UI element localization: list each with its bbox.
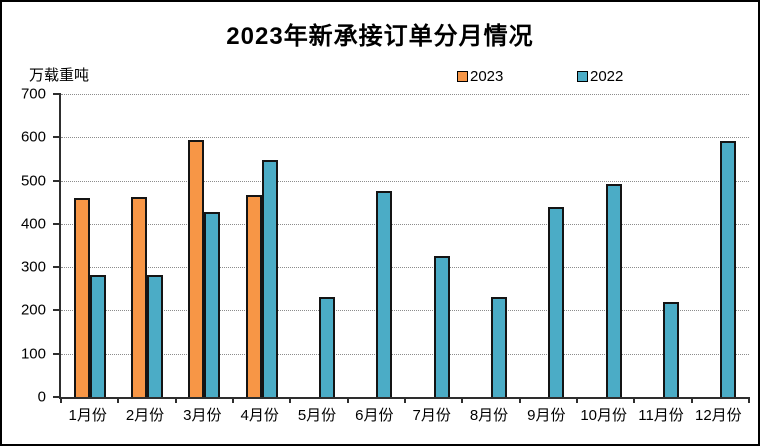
y-tick-0 bbox=[53, 396, 61, 398]
x-tick-label-4月份: 4月份 bbox=[240, 407, 279, 424]
x-tick-label-3月份: 3月份 bbox=[183, 407, 222, 424]
x-tick-7 bbox=[461, 397, 464, 403]
y-tick-label-300: 300 bbox=[20, 258, 46, 276]
bar-2022-10月份 bbox=[605, 184, 622, 397]
x-tick-label-12月份: 12月份 bbox=[694, 407, 742, 424]
x-tick-3 bbox=[232, 397, 234, 403]
y-tick-300 bbox=[53, 266, 61, 269]
plot-area bbox=[53, 93, 750, 403]
x-tick-label-2月份: 2月份 bbox=[125, 407, 165, 424]
x-tick-label-6月份: 6月份 bbox=[355, 407, 394, 424]
y-tick-label-100: 100 bbox=[20, 345, 46, 363]
x-tick-10 bbox=[633, 397, 636, 403]
gridline-300 bbox=[61, 267, 749, 269]
gridline-200 bbox=[61, 310, 749, 312]
x-tick-label-11月份: 11月份 bbox=[638, 407, 684, 424]
x-tick-0 bbox=[60, 397, 62, 403]
x-tick-label-1月份: 1月份 bbox=[68, 407, 107, 424]
y-tick-label-500: 500 bbox=[20, 172, 46, 190]
x-tick-8 bbox=[518, 397, 521, 403]
y-tick-label-600: 600 bbox=[20, 128, 46, 146]
y-tick-100 bbox=[53, 352, 61, 355]
bar-2023-2月份 bbox=[131, 197, 147, 397]
gridline-100 bbox=[61, 353, 749, 355]
bar-2022-6月份 bbox=[376, 191, 393, 397]
y-tick-600 bbox=[53, 136, 61, 139]
x-tick-9 bbox=[576, 397, 578, 403]
bar-2022-2月份 bbox=[147, 275, 163, 397]
gridline-400 bbox=[61, 223, 749, 225]
gridline-600 bbox=[61, 137, 749, 139]
y-tick-label-200: 200 bbox=[20, 301, 46, 319]
bar-2023-1月份 bbox=[73, 198, 90, 397]
y-tick-label-0: 0 bbox=[37, 388, 46, 406]
x-tick-label-7月份: 7月份 bbox=[412, 407, 451, 424]
x-axis-tick-labels: 1月份 2月份 3月份 4月份 5月份 6月份 7月份 8月份 9月份 10月份 11月份 12月份 bbox=[59, 404, 747, 426]
x-tick-2 bbox=[174, 397, 177, 403]
legend: 2023 2022 bbox=[2, 68, 758, 85]
y-axis-unit-label: 万载重吨 bbox=[29, 67, 90, 84]
legend-label-2022: 2022 bbox=[590, 68, 624, 85]
y-tick-200 bbox=[53, 309, 61, 312]
bar-2023-4月份 bbox=[245, 195, 262, 397]
x-tick-12 bbox=[748, 397, 750, 403]
x-tick-5 bbox=[346, 397, 349, 403]
bar-2022-8月份 bbox=[491, 297, 507, 397]
bar-2022-1月份 bbox=[89, 275, 106, 397]
y-tick-700 bbox=[53, 93, 61, 95]
bar-2022-7月份 bbox=[433, 256, 450, 397]
legend-swatch-2023 bbox=[457, 71, 468, 82]
y-tick-500 bbox=[53, 179, 61, 182]
bar-2022-5月份 bbox=[319, 297, 335, 397]
x-tick-6 bbox=[404, 397, 406, 403]
legend-item-2022: 2022 bbox=[577, 68, 623, 85]
x-tick-label-5月份: 5月份 bbox=[297, 407, 337, 424]
bar-2022-11月份 bbox=[663, 302, 679, 397]
gridline-500 bbox=[61, 180, 749, 182]
x-tick-1 bbox=[117, 397, 120, 403]
x-tick-label-8月份: 8月份 bbox=[469, 407, 509, 424]
x-tick-4 bbox=[289, 397, 292, 403]
legend-label-2023: 2023 bbox=[470, 68, 504, 85]
x-tick-label-9月份: 9月份 bbox=[527, 407, 566, 424]
bar-2022-9月份 bbox=[548, 207, 565, 397]
bar-2023-3月份 bbox=[188, 140, 205, 397]
legend-item-2023: 2023 bbox=[457, 68, 503, 85]
bar-2022-4月份 bbox=[261, 160, 278, 397]
y-tick-400 bbox=[53, 222, 61, 225]
legend-swatch-2022 bbox=[577, 71, 588, 82]
x-tick-11 bbox=[690, 397, 693, 403]
gridline-700 bbox=[61, 94, 749, 95]
bar-2022-12月份 bbox=[720, 141, 737, 397]
y-tick-label-400: 400 bbox=[20, 215, 46, 233]
y-tick-label-700: 700 bbox=[20, 85, 46, 103]
bar-2022-3月份 bbox=[204, 212, 221, 397]
x-tick-label-10月份: 10月份 bbox=[580, 407, 627, 424]
y-axis-tick-labels: 0 100 200 300 400 500 600 700 bbox=[2, 86, 52, 406]
chart-title: 2023年新承接订单分月情况 bbox=[226, 23, 534, 50]
